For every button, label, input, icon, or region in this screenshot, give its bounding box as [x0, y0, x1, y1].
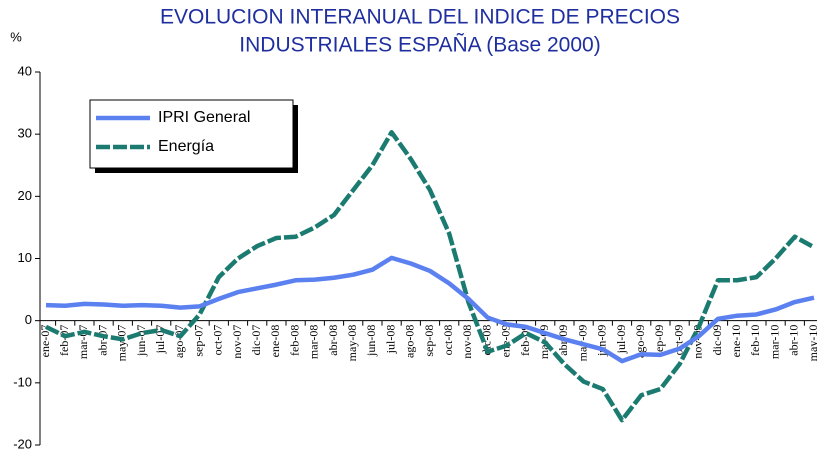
x-tick-label: feb-10: [748, 325, 762, 356]
x-tick-label: nov-08: [460, 325, 474, 359]
series-line: [45, 130, 816, 423]
x-tick-label: nov-07: [230, 325, 244, 359]
legend-label: Energía: [158, 138, 214, 155]
x-tick-label: ago-08: [403, 325, 417, 358]
x-tick-label: abr-10: [787, 325, 801, 356]
x-tick-label: may-08: [345, 325, 359, 362]
x-tick-label: jun-07: [134, 325, 148, 357]
chart-title: EVOLUCION INTERANUAL DEL INDICE DE PRECI…: [160, 6, 680, 29]
y-tick-label: 40: [18, 63, 32, 78]
y-tick-label: 30: [18, 126, 32, 141]
x-tick-label: sep-09: [652, 325, 666, 357]
x-tick-label: oct-07: [211, 325, 225, 356]
legend-box: [89, 99, 294, 169]
x-tick-label: dic-08: [479, 325, 493, 356]
x-tick-label: abr-08: [326, 325, 340, 356]
x-tick-label: dic-07: [249, 325, 263, 356]
x-tick-label: feb-08: [287, 325, 301, 356]
y-tick-label: 10: [18, 250, 32, 265]
x-tick-label: may-07: [115, 325, 129, 362]
x-tick-label: dic-09: [710, 325, 724, 356]
y-tick-label: -10: [13, 374, 32, 389]
y-tick-label: 20: [18, 188, 32, 203]
x-tick-label: sep-08: [422, 325, 436, 357]
x-tick-label: mar-08: [307, 325, 321, 359]
x-tick-label: jun-08: [364, 325, 378, 357]
legend: IPRI General Energía: [89, 99, 298, 173]
y-tick-label: 0: [25, 312, 32, 327]
x-tick-label: mar-07: [76, 325, 90, 359]
x-tick-label: abr-07: [95, 325, 109, 356]
y-axis-label: %: [10, 29, 22, 44]
x-tick-label: jul-08: [383, 325, 397, 355]
x-tick-label: ago-09: [633, 325, 647, 358]
x-tick-label: feb-07: [57, 325, 71, 356]
x-tick-label: jul-09: [614, 325, 628, 355]
legend-label: IPRI General: [158, 109, 250, 126]
x-tick-label: ene-09: [499, 325, 513, 358]
x-tick-label: oct-08: [441, 325, 455, 356]
x-tick-label: ene-10: [729, 325, 743, 358]
x-tick-label: may-10: [806, 325, 817, 362]
x-tick-label: ene-08: [268, 325, 282, 358]
x-tick-label: mar-10: [767, 325, 781, 359]
chart-subtitle: INDUSTRIALES ESPAÑA (Base 2000): [239, 33, 600, 57]
series-line: [45, 255, 815, 364]
x-tick-label: ene-07: [38, 325, 52, 358]
x-tick-label: sep-07: [191, 325, 205, 357]
y-tick-label: -20: [13, 436, 32, 451]
